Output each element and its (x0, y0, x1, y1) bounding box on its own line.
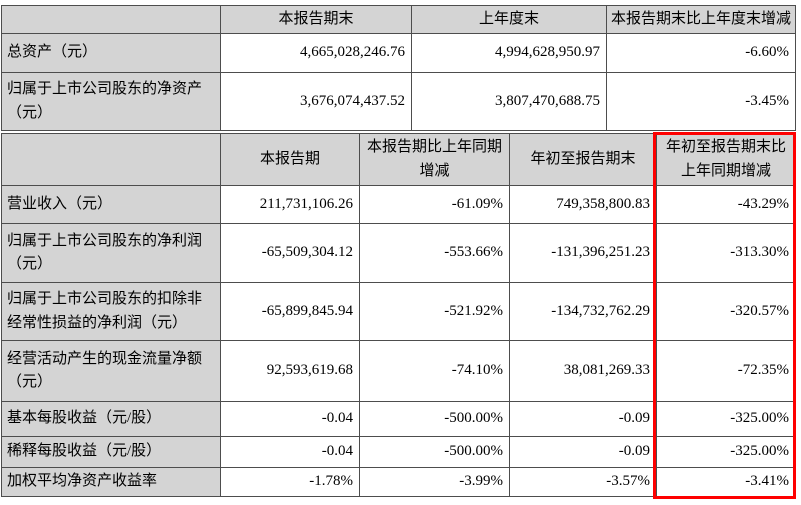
table-row: 营业收入（元） 211,731,106.26 -61.09% 749,358,800.… (1, 185, 796, 224)
row-label: 稀释每股收益（元/股） (1, 436, 221, 468)
value-cell: -3.99% (359, 467, 510, 497)
value-cell: 3,807,470,688.75 (411, 72, 607, 131)
value-cell: -72.35% (656, 340, 796, 402)
value-cell: -325.00% (656, 436, 796, 468)
value-cell: 211,731,106.26 (220, 185, 360, 224)
column-header: 年初至报告期末比上年同期增减 (656, 133, 796, 186)
corner-cell (1, 133, 221, 186)
value-cell: -131,396,251.23 (509, 223, 657, 283)
value-cell: -6.60% (606, 33, 796, 73)
period-header-row: 本报告期 本报告期比上年同期增减 年初至报告期末 年初至报告期末比上年同期增减 (1, 133, 796, 186)
row-label: 归属于上市公司股东的净资产（元） (1, 72, 221, 131)
value-cell: -1.78% (220, 467, 360, 497)
table-row: 归属于上市公司股东的净资产（元） 3,676,074,437.52 3,807,47… (1, 72, 796, 131)
value-cell: -0.04 (220, 401, 360, 437)
value-cell: -65,509,304.12 (220, 223, 360, 283)
row-label: 归属于上市公司股东的净利润（元） (1, 223, 221, 283)
value-cell: -134,732,762.29 (509, 282, 657, 341)
row-label: 基本每股收益（元/股） (1, 401, 221, 437)
value-cell: 38,081,269.33 (509, 340, 657, 402)
value-cell: -65,899,845.94 (220, 282, 360, 341)
value-cell: 3,676,074,437.52 (220, 72, 412, 131)
value-cell: -325.00% (656, 401, 796, 437)
value-cell: -0.04 (220, 436, 360, 468)
table-row: 经营活动产生的现金流量净额（元） 92,593,619.68 -74.10% 38,0… (1, 340, 796, 402)
row-label: 加权平均净资产收益率 (1, 467, 221, 497)
row-label: 归属于上市公司股东的扣除非经常性损益的净利润（元） (1, 282, 221, 341)
value-cell: -43.29% (656, 185, 796, 224)
column-header: 本报告期比上年同期增减 (359, 133, 510, 186)
value-cell: -3.45% (606, 72, 796, 131)
value-cell: -553.66% (359, 223, 510, 283)
value-cell: -320.57% (656, 282, 796, 341)
value-cell: -61.09% (359, 185, 510, 224)
value-cell: 4,994,628,950.97 (411, 33, 607, 73)
value-cell: 749,358,800.83 (509, 185, 657, 224)
column-header: 本报告期 (220, 133, 360, 186)
value-cell: -74.10% (359, 340, 510, 402)
column-header: 上年度末 (411, 5, 607, 34)
value-cell: -3.41% (656, 467, 796, 497)
value-cell: -3.57% (509, 467, 657, 497)
row-label: 总资产（元） (1, 33, 221, 73)
column-header: 本报告期末比上年度末增减 (606, 5, 796, 34)
value-cell: 4,665,028,246.76 (220, 33, 412, 73)
summary-header-row: 本报告期末 上年度末 本报告期末比上年度末增减 (1, 5, 796, 34)
financial-report-tables: 本报告期末 上年度末 本报告期末比上年度末增减 总资产（元） 4,665,028,24… (1, 5, 796, 499)
table-row: 加权平均净资产收益率 -1.78% -3.99% -3.57% -3.41% (1, 467, 796, 497)
row-label: 经营活动产生的现金流量净额（元） (1, 340, 221, 402)
value-cell: -500.00% (359, 401, 510, 437)
table-row: 稀释每股收益（元/股） -0.04 -500.00% -0.09 -325.00% (1, 436, 796, 468)
period-table-container: 本报告期 本报告期比上年同期增减 年初至报告期末 年初至报告期末比上年同期增减 营业收… (1, 132, 796, 499)
value-cell: 92,593,619.68 (220, 340, 360, 402)
period-table: 本报告期 本报告期比上年同期增减 年初至报告期末 年初至报告期末比上年同期增减 营业收… (1, 133, 796, 497)
value-cell: -0.09 (509, 436, 657, 468)
value-cell: -0.09 (509, 401, 657, 437)
value-cell: -313.30% (656, 223, 796, 283)
table-row: 基本每股收益（元/股） -0.04 -500.00% -0.09 -325.00% (1, 401, 796, 437)
row-label: 营业收入（元） (1, 185, 221, 224)
value-cell: -500.00% (359, 436, 510, 468)
value-cell: -521.92% (359, 282, 510, 341)
column-header: 本报告期末 (220, 5, 412, 34)
table-row: 总资产（元） 4,665,028,246.76 4,994,628,950.97 -6… (1, 33, 796, 73)
table-row: 归属于上市公司股东的净利润（元） -65,509,304.12 -553.66% -1… (1, 223, 796, 283)
summary-table: 本报告期末 上年度末 本报告期末比上年度末增减 总资产（元） 4,665,028,24… (1, 5, 796, 131)
column-header: 年初至报告期末 (509, 133, 657, 186)
corner-cell (1, 5, 221, 34)
table-row: 归属于上市公司股东的扣除非经常性损益的净利润（元） -65,899,845.94-… (1, 282, 796, 341)
